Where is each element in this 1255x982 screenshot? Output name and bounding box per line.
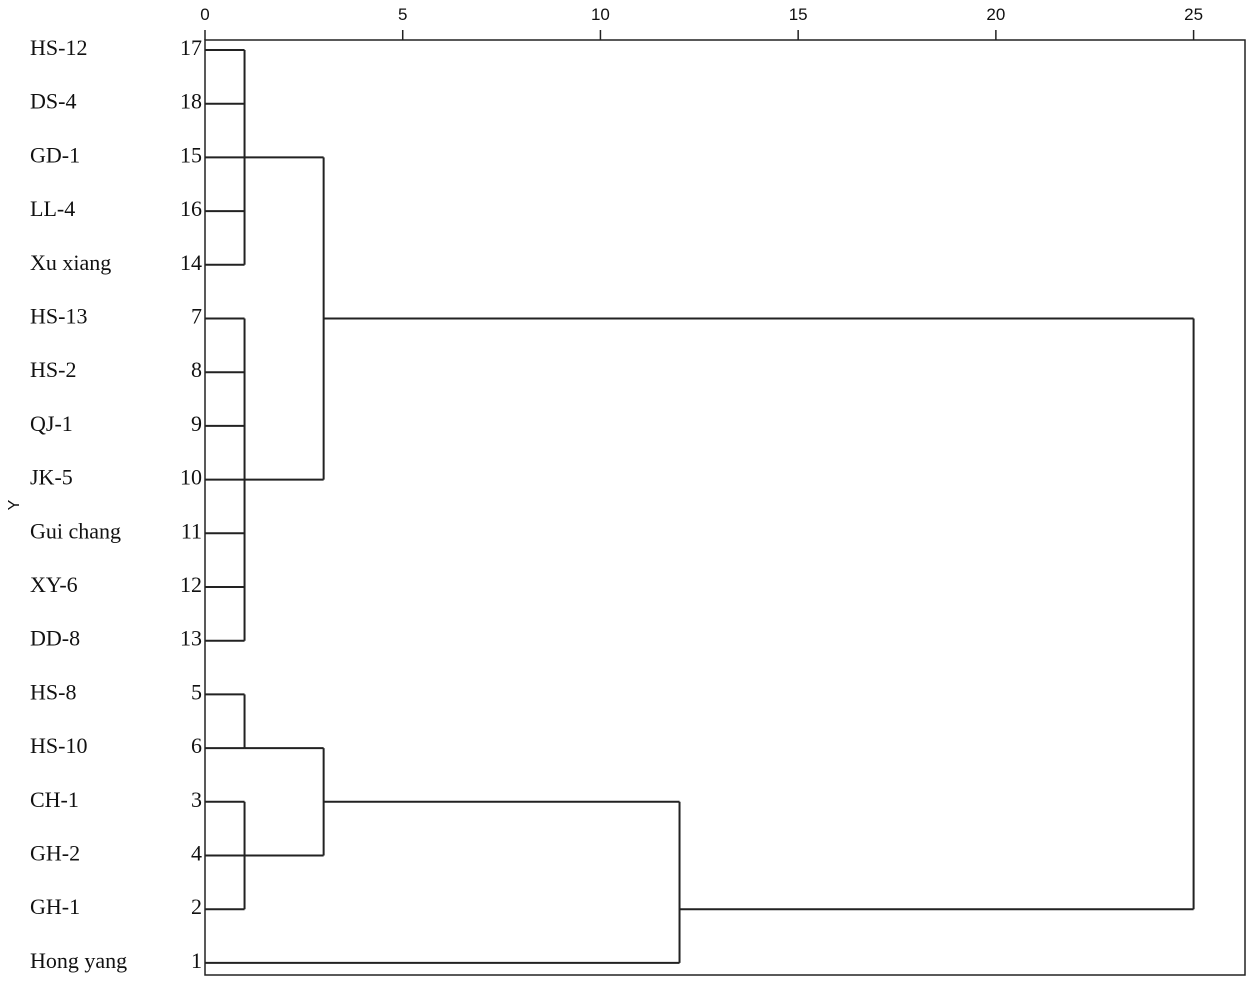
x-tick-label: 5	[398, 5, 407, 24]
leaf-number: 12	[180, 572, 202, 597]
leaf-label: Gui chang	[30, 518, 121, 543]
leaf-number: 8	[191, 357, 202, 382]
leaf-label: XY-6	[30, 572, 78, 597]
leaf-number: 2	[191, 894, 202, 919]
leaf-label: HS-2	[30, 357, 76, 382]
leaf-label: HS-12	[30, 35, 87, 60]
leaf-number: 9	[191, 411, 202, 436]
leaf-label: DD-8	[30, 626, 80, 651]
leaf-label: DS-4	[30, 89, 76, 114]
leaf-number: 1	[191, 948, 202, 973]
leaf-number: 15	[180, 142, 202, 167]
leaf-label: GH-1	[30, 894, 80, 919]
leaf-number: 6	[191, 733, 202, 758]
leaf-label: HS-13	[30, 304, 87, 329]
leaf-label: QJ-1	[30, 411, 73, 436]
x-tick-label: 20	[986, 5, 1005, 24]
leaf-number: 4	[191, 841, 202, 866]
leaf-number: 14	[180, 250, 202, 275]
leaf-label: CH-1	[30, 787, 79, 812]
leaf-number: 7	[191, 304, 202, 329]
x-tick-label: 15	[789, 5, 808, 24]
leaf-number: 5	[191, 679, 202, 704]
leaf-number: 10	[180, 465, 202, 490]
x-tick-label: 0	[200, 5, 209, 24]
leaf-label: Xu xiang	[30, 250, 111, 275]
y-axis-label: Y	[6, 499, 23, 510]
leaf-number: 16	[180, 196, 202, 221]
x-tick-label: 10	[591, 5, 610, 24]
leaf-label: HS-10	[30, 733, 87, 758]
leaf-number: 13	[180, 626, 202, 651]
leaf-label: LL-4	[30, 196, 75, 221]
leaf-number: 3	[191, 787, 202, 812]
leaf-number: 18	[180, 89, 202, 114]
leaf-label: GD-1	[30, 142, 80, 167]
x-tick-label: 25	[1184, 5, 1203, 24]
leaf-label: GH-2	[30, 841, 80, 866]
leaf-label: HS-8	[30, 679, 76, 704]
leaf-number: 17	[180, 35, 202, 60]
leaf-label: JK-5	[30, 465, 73, 490]
leaf-number: 11	[181, 518, 202, 543]
plot-frame	[204, 39, 1246, 976]
leaf-label: Hong yang	[30, 948, 127, 973]
